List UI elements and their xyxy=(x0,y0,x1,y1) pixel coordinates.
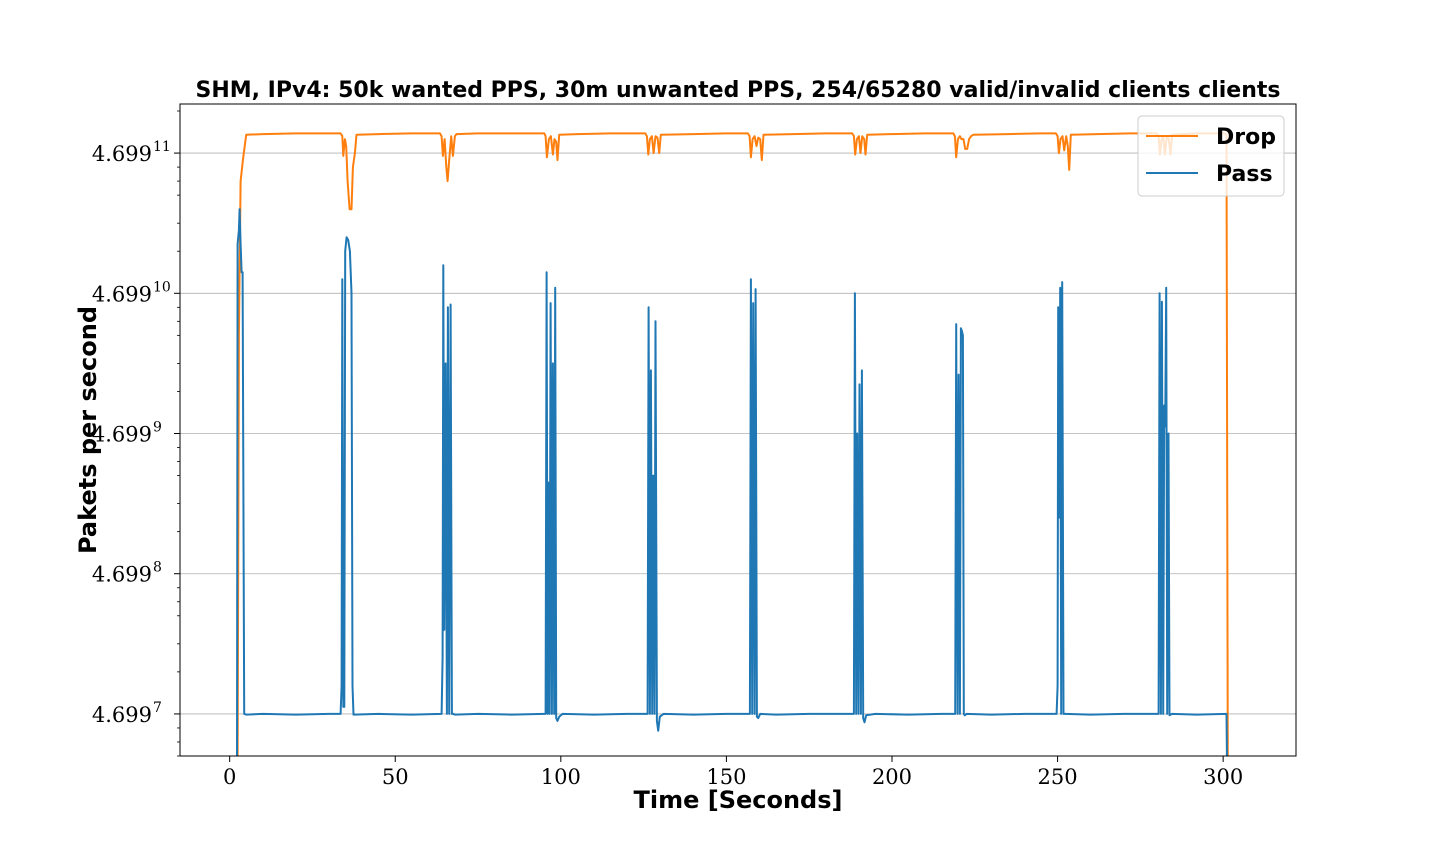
y-tick-label: 4.699 xyxy=(92,703,152,727)
legend-label-pass: Pass xyxy=(1216,162,1273,187)
y-tick-label: 4.699 xyxy=(92,282,152,306)
legend: Drop Pass xyxy=(1137,115,1285,197)
chart-title: SHM, IPv4: 50k wanted PPS, 30m unwanted … xyxy=(196,78,1281,103)
series-line-pass xyxy=(236,208,1228,756)
y-tick-exponent: 9 xyxy=(153,420,162,436)
y-tick-label: 4.699 xyxy=(92,563,152,587)
x-tick-label: 0 xyxy=(223,765,236,789)
x-tick-label: 200 xyxy=(872,765,912,789)
series-layer xyxy=(236,132,1229,756)
y-tick-exponent: 8 xyxy=(153,560,162,576)
x-tick-label: 50 xyxy=(382,765,409,789)
legend-label-drop: Drop xyxy=(1216,125,1276,150)
y-tick-exponent: 11 xyxy=(153,139,171,155)
y-tick-exponent: 10 xyxy=(153,279,171,295)
plot-frame xyxy=(179,103,1297,757)
x-axis-ticks: 0 50 100 150 200 250 300 xyxy=(223,756,1243,789)
y-tick-label: 4.699 xyxy=(92,142,152,166)
x-tick-label: 150 xyxy=(706,765,746,789)
x-tick-label: 300 xyxy=(1203,765,1243,789)
y-tick-label: 4.699 xyxy=(92,423,152,447)
series-line-drop xyxy=(236,132,1229,756)
x-tick-label: 100 xyxy=(541,765,581,789)
x-tick-label: 250 xyxy=(1038,765,1078,789)
x-axis-label: Time [Seconds] xyxy=(633,786,842,814)
y-axis-label: Pakets per second xyxy=(74,306,102,554)
y-tick-exponent: 7 xyxy=(153,700,162,716)
y-axis-ticks: 4.699 74.699 84.699 94.699 104.699 11 xyxy=(92,110,180,757)
